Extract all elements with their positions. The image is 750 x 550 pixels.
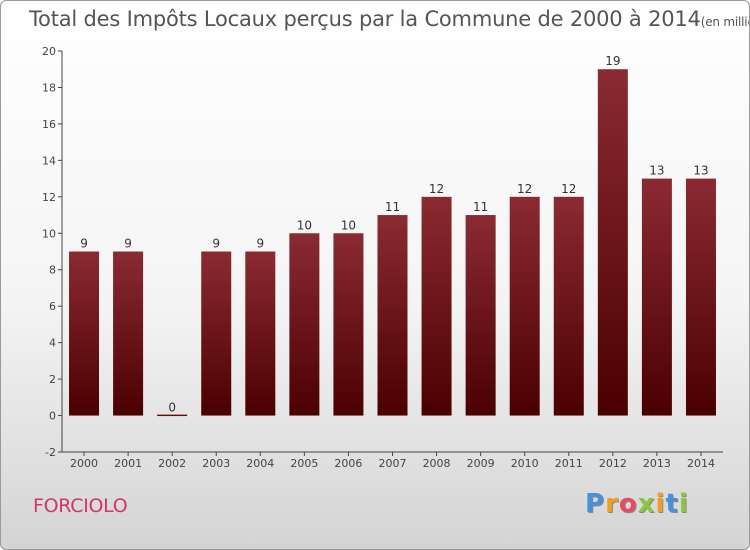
bars: 9 9 0 9 9 10 10 11 12 11 12 12 19 13 13 [69, 54, 716, 417]
x-tick-label: 2000 [70, 457, 98, 470]
axes: -2 0 2 4 6 8 10 12 14 16 18 20 2000 2001 2002 2003 2004 2… [42, 45, 723, 470]
proxiti-logo[interactable]: Proxiti [585, 489, 689, 519]
y-tick-label: -2 [45, 446, 56, 459]
x-tick-label: 2013 [643, 457, 671, 470]
bar-value-label: 11 [473, 200, 488, 214]
bar-value-label: 10 [297, 218, 312, 232]
logo-letter: i [655, 489, 666, 519]
bar [333, 233, 364, 416]
logo-letter: r [605, 489, 619, 519]
bar-value-label: 12 [561, 182, 576, 196]
logo-letter: o [618, 489, 638, 519]
y-tick-label: 8 [49, 264, 56, 277]
x-tick-label: 2006 [334, 457, 362, 470]
chart-unit: (en milliers d'€) [700, 15, 749, 29]
bar [597, 69, 628, 416]
bar [509, 196, 540, 416]
x-tick-label: 2004 [246, 457, 274, 470]
bar [69, 251, 100, 416]
y-tick-label: 0 [49, 410, 56, 423]
y-tick-label: 20 [42, 45, 56, 58]
bar [113, 251, 144, 416]
x-tick-label: 2010 [511, 457, 539, 470]
x-tick-label: 2011 [555, 457, 583, 470]
bar-value-label: 12 [517, 182, 532, 196]
bar-value-label: 13 [693, 164, 708, 178]
bar [245, 251, 276, 416]
bar [553, 196, 584, 416]
x-tick-label: 2007 [379, 457, 407, 470]
bar-value-label: 13 [649, 164, 664, 178]
bar [641, 178, 672, 416]
logo-letter: P [585, 489, 606, 519]
bar-value-label: 0 [168, 401, 176, 415]
x-tick-label: 2001 [114, 457, 142, 470]
commune-name: FORCIOLO [33, 495, 128, 517]
x-tick-label: 2008 [423, 457, 451, 470]
bar [157, 414, 188, 417]
bar [465, 215, 496, 416]
x-tick-label: 2009 [467, 457, 495, 470]
bar-value-label: 12 [429, 182, 444, 196]
y-tick-label: 6 [49, 300, 56, 313]
chart-title-text: Total des Impôts Locaux perçus par la Co… [29, 7, 701, 31]
x-tick-label: 2012 [599, 457, 627, 470]
bar-value-label: 9 [212, 237, 220, 251]
bar-value-label: 9 [256, 237, 264, 251]
x-tick-label: 2005 [290, 457, 318, 470]
x-tick-label: 2014 [687, 457, 715, 470]
y-tick-label: 18 [42, 81, 56, 94]
bar [421, 196, 452, 416]
x-tick-label: 2003 [202, 457, 230, 470]
chart-title: Total des Impôts Locaux perçus par la Co… [29, 7, 749, 31]
bar-value-label: 9 [124, 237, 132, 251]
bar-value-label: 19 [605, 54, 620, 68]
x-tick-label: 2002 [158, 457, 186, 470]
bar [377, 215, 408, 416]
y-tick-label: 12 [42, 191, 56, 204]
y-tick-label: 2 [49, 373, 56, 386]
logo-letter: t [665, 489, 679, 519]
bar [201, 251, 232, 416]
bar-value-label: 9 [80, 237, 88, 251]
bar-value-label: 10 [341, 218, 356, 232]
y-tick-label: 14 [42, 154, 56, 167]
bar [289, 233, 320, 416]
y-tick-label: 16 [42, 118, 56, 131]
y-tick-label: 10 [42, 227, 56, 240]
y-tick-label: 4 [49, 337, 56, 350]
logo-letter: x [637, 489, 656, 519]
bar [685, 178, 716, 416]
logo-letter: i [678, 489, 689, 519]
bar-value-label: 11 [385, 200, 400, 214]
